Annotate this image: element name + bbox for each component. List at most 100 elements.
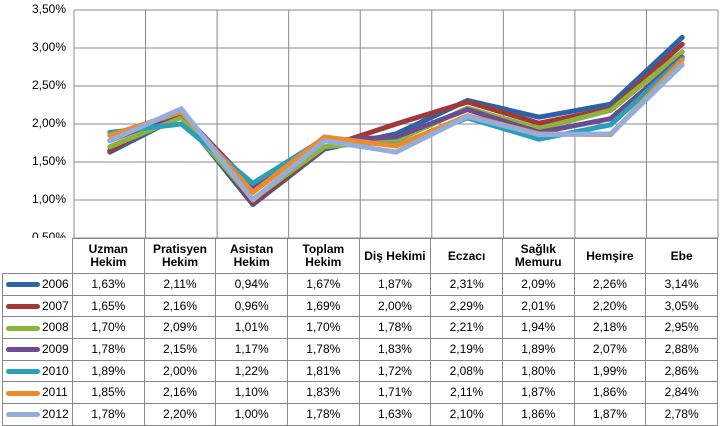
legend-swatch bbox=[6, 412, 40, 418]
data-row: 2009 1,78% 2,15% 1,17% 1,78% 1,83% 2,19% 1,89% 2… bbox=[2, 338, 718, 361]
data-label: 1,99% bbox=[573, 359, 647, 383]
series-line bbox=[107, 62, 685, 203]
x-tick-label: Asistan Hekim bbox=[215, 238, 288, 274]
x-tick-label: Toplam Hekim bbox=[286, 238, 360, 274]
data-label: 1,63% bbox=[358, 403, 432, 426]
data-row: 2006 1,63% 2,11% 0,94% 1,67% 1,87% 2,31% 2,09% 2… bbox=[2, 273, 718, 296]
data-row: 2011 1,85% 2,16% 1,10% 1,83% 1,71% 2,11% 1,87% 1… bbox=[2, 381, 718, 405]
data-label: 1,78% bbox=[72, 403, 145, 426]
legend-label: 2006 bbox=[42, 276, 69, 291]
data-label: 2,78% bbox=[645, 403, 718, 426]
data-label: 1,65% bbox=[72, 294, 145, 318]
legend-swatch bbox=[6, 303, 40, 309]
data-label: 1,67% bbox=[286, 273, 360, 296]
legend-entry: 2011 bbox=[2, 381, 73, 405]
data-label: 1,72% bbox=[358, 359, 432, 383]
data-label: 1,86% bbox=[573, 381, 647, 405]
data-label: 2,29% bbox=[430, 294, 503, 318]
legend-label: 2009 bbox=[42, 341, 69, 356]
chart: 0,50% 1,00% 1,50% 2,00% 2,50% 3,00% 3,50% bbox=[32, 2, 719, 238]
data-label: 1,89% bbox=[72, 359, 145, 383]
data-label: 2,88% bbox=[645, 338, 718, 361]
legend-swatch bbox=[6, 282, 40, 288]
data-label: 2,15% bbox=[143, 338, 217, 361]
legend-swatch bbox=[6, 347, 40, 353]
data-label: 2,95% bbox=[645, 316, 718, 340]
data-table: Uzman Hekim Pratisyen Hekim Asistan Hekim T… bbox=[2, 238, 718, 426]
data-row: 2007 1,65% 2,16% 0,96% 1,69% 2,00% 2,29% 2,01% 2… bbox=[2, 294, 718, 318]
y-tick-label: 0,50% bbox=[32, 230, 66, 238]
data-label: 1,94% bbox=[501, 316, 575, 340]
data-label: 3,14% bbox=[645, 273, 718, 296]
data-label: 2,08% bbox=[430, 359, 503, 383]
data-label: 1,69% bbox=[286, 294, 360, 318]
x-tick-label: Pratisyen Hekim bbox=[143, 238, 217, 274]
corner bbox=[3, 239, 73, 274]
x-tick-label: Sağlık Memuru bbox=[501, 238, 575, 274]
data-label: 0,94% bbox=[215, 273, 288, 296]
x-tick-label: Ebe bbox=[645, 238, 718, 274]
legend-entry: 2007 bbox=[2, 294, 73, 318]
x-tick-label: Eczacı bbox=[430, 238, 503, 274]
data-label: 2,31% bbox=[430, 273, 503, 296]
data-label: 3,05% bbox=[645, 294, 718, 318]
data-label: 1,70% bbox=[286, 316, 360, 340]
data-label: 2,16% bbox=[143, 381, 217, 405]
legend-entry: 2006 bbox=[2, 273, 73, 296]
data-label: 2,84% bbox=[645, 381, 718, 405]
data-label: 1,01% bbox=[215, 316, 288, 340]
data-label: 1,81% bbox=[286, 359, 360, 383]
data-label: 1,89% bbox=[501, 338, 575, 361]
data-label: 1,83% bbox=[286, 381, 360, 405]
data-label: 1,10% bbox=[215, 381, 288, 405]
header-row: Uzman Hekim Pratisyen Hekim Asistan Hekim T… bbox=[3, 238, 718, 274]
x-tick-label: Diş Hekimi bbox=[358, 238, 432, 274]
y-tick-label: 1,50% bbox=[32, 154, 66, 168]
legend-entry: 2008 bbox=[2, 316, 73, 340]
data-label: 2,26% bbox=[573, 273, 647, 296]
data-row: 2008 1,70% 2,09% 1,01% 1,70% 1,78% 2,21% 1,94% 2… bbox=[2, 316, 718, 340]
data-label: 2,16% bbox=[143, 294, 217, 318]
data-label: 2,18% bbox=[573, 316, 647, 340]
data-row: 2010 1,89% 2,00% 1,22% 1,81% 1,72% 2,08% 1,80% 1… bbox=[2, 359, 718, 383]
legend-entry: 2010 bbox=[2, 359, 73, 383]
legend-swatch bbox=[6, 390, 40, 396]
legend-swatch bbox=[6, 368, 40, 374]
x-tick-label: Hemşire bbox=[573, 238, 647, 274]
data-label: 2,07% bbox=[573, 338, 647, 361]
legend-label: 2011 bbox=[42, 385, 68, 400]
data-label: 2,21% bbox=[430, 316, 503, 340]
data-label: 1,87% bbox=[501, 381, 575, 405]
data-label: 2,00% bbox=[143, 359, 217, 383]
y-tick-label: 2,00% bbox=[32, 116, 66, 130]
data-label: 1,85% bbox=[72, 381, 145, 405]
data-label: 1,78% bbox=[72, 338, 145, 361]
data-label: 1,87% bbox=[358, 273, 432, 296]
data-label: 1,78% bbox=[286, 338, 360, 361]
data-label: 2,01% bbox=[501, 294, 575, 318]
data-label: 1,00% bbox=[215, 403, 288, 426]
y-tick-label: 3,50% bbox=[32, 2, 66, 16]
data-label: 2,20% bbox=[573, 294, 647, 318]
x-tick-label: Uzman Hekim bbox=[72, 238, 145, 274]
data-label: 1,17% bbox=[215, 338, 288, 361]
data-row: 2012 1,78% 2,20% 1,00% 1,78% 1,63% 2,10% 1,86% 1… bbox=[2, 403, 718, 426]
data-label: 1,71% bbox=[358, 381, 432, 405]
data-label: 0,96% bbox=[215, 294, 288, 318]
data-label: 1,78% bbox=[286, 403, 360, 426]
legend-label: 2012 bbox=[42, 406, 69, 421]
legend-label: 2010 bbox=[42, 363, 69, 378]
data-label: 2,10% bbox=[430, 403, 503, 426]
y-tick-label: 1,00% bbox=[32, 192, 66, 206]
legend-label: 2007 bbox=[42, 298, 69, 313]
data-label: 1,83% bbox=[358, 338, 432, 361]
data-label: 2,09% bbox=[143, 316, 217, 340]
legend-entry: 2009 bbox=[2, 338, 73, 361]
y-tick-label: 3,00% bbox=[32, 40, 66, 54]
data-label: 2,86% bbox=[645, 359, 718, 383]
data-label: 1,87% bbox=[573, 403, 647, 426]
data-label: 1,70% bbox=[72, 316, 145, 340]
legend-label: 2008 bbox=[42, 320, 69, 335]
data-label: 2,11% bbox=[430, 381, 503, 405]
